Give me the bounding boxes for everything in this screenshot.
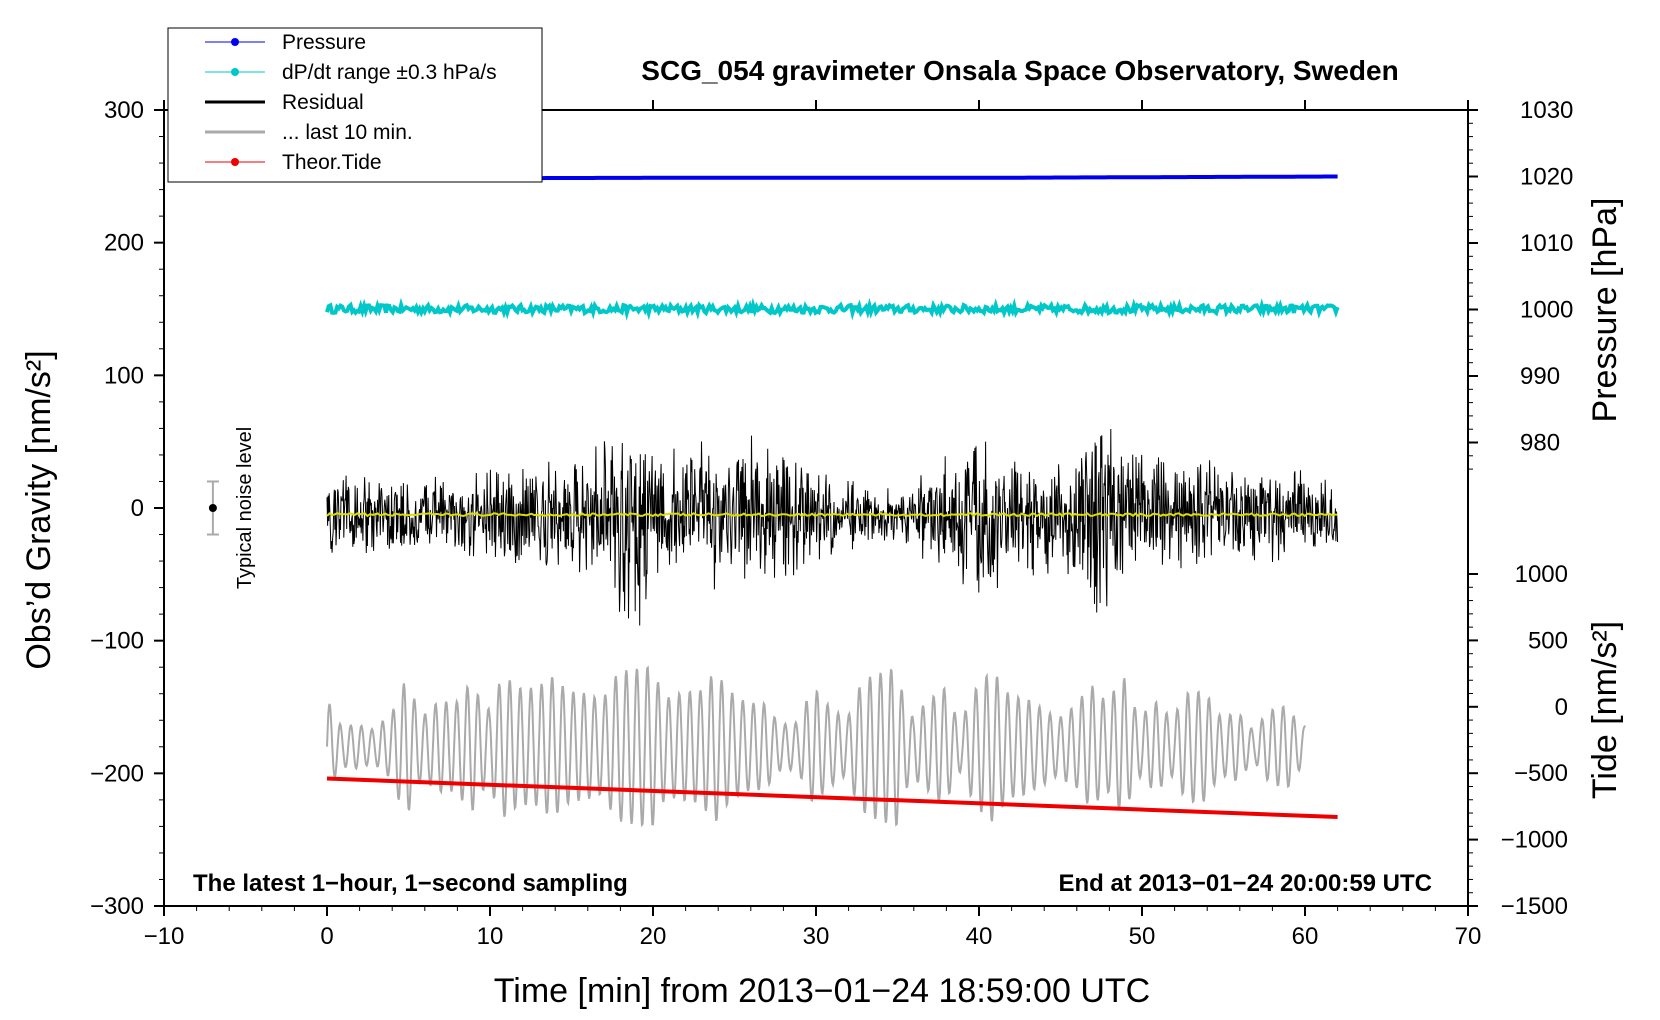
y-tick-label: −100 xyxy=(90,628,144,655)
x-tick-label: 30 xyxy=(803,923,830,950)
legend-label: Residual xyxy=(282,91,364,114)
pressure-tick-label: 1000 xyxy=(1520,297,1573,324)
dpdt-series xyxy=(325,297,1340,321)
tide-tick-label: 1000 xyxy=(1515,561,1568,588)
y-tick-label: 0 xyxy=(131,495,144,522)
y-tick-label: 300 xyxy=(104,97,144,124)
pressure-tick-label: 1030 xyxy=(1520,97,1573,124)
tide-tick-label: −1000 xyxy=(1501,827,1568,854)
legend-label: dP/dt range ±0.3 hPa/s xyxy=(282,61,497,84)
tide-axis-title: Tide [nm/s²] xyxy=(1586,621,1624,799)
chart-title: SCG_054 gravimeter Onsala Space Observat… xyxy=(641,55,1398,86)
y-tick-label: −200 xyxy=(90,760,144,787)
legend-box xyxy=(167,27,543,183)
pressure-tick-label: 1020 xyxy=(1520,164,1573,191)
x-tick-label: 50 xyxy=(1129,923,1156,950)
pressure-tick-label: 1010 xyxy=(1520,230,1573,257)
last-10min-series xyxy=(326,665,1306,828)
legend: Pressure dP/dt range ±0.3 hPa/s Residual..… xyxy=(167,27,543,183)
axes-layer: −10 0 10 20 30 40 50 60 70−300−200−1000100200300… xyxy=(90,97,1573,950)
pressure-tick-label: 990 xyxy=(1520,363,1560,390)
residual-series xyxy=(326,428,1339,626)
x-tick-label: 10 xyxy=(477,923,504,950)
noise-dot xyxy=(208,504,217,512)
legend-label: ... last 10 min. xyxy=(282,121,413,144)
y-tick-label: 100 xyxy=(104,362,144,389)
noise-label: Typical noise level xyxy=(234,427,256,589)
tide-tick-label: −500 xyxy=(1514,760,1568,787)
x-axis-title: Time [min] from 2013−01−24 18:59:00 UTC xyxy=(494,972,1150,1010)
y-axis-title: Obs’d Gravity [nm/s²] xyxy=(20,350,58,669)
pressure-axis-title: Pressure [hPa] xyxy=(1586,198,1624,423)
theor-tide-series xyxy=(326,776,1338,820)
x-tick-label: 0 xyxy=(320,923,333,950)
legend-marker xyxy=(231,38,239,46)
note-left: The latest 1−hour, 1−second sampling xyxy=(193,870,628,897)
x-tick-label: 40 xyxy=(966,923,993,950)
noise-indicator: Typical noise level xyxy=(206,427,256,589)
tide-tick-label: 500 xyxy=(1528,627,1568,654)
tide-tick-label: −1500 xyxy=(1501,893,1568,920)
legend-label: Theor.Tide xyxy=(282,151,382,174)
y-tick-label: 200 xyxy=(104,230,144,257)
legend-marker xyxy=(231,68,239,76)
legend-marker xyxy=(231,158,239,166)
x-tick-label: 70 xyxy=(1455,923,1482,950)
residual-mean-series xyxy=(326,512,1338,518)
tide-tick-label: 0 xyxy=(1555,694,1568,721)
legend-label: Pressure xyxy=(282,31,366,54)
y-tick-label: −300 xyxy=(90,893,144,920)
note-right: End at 2013−01−24 20:00:59 UTC xyxy=(1058,870,1432,897)
x-tick-label: −10 xyxy=(144,923,185,950)
pressure-tick-label: 980 xyxy=(1520,430,1560,457)
x-tick-label: 60 xyxy=(1292,923,1319,950)
x-tick-label: 20 xyxy=(640,923,667,950)
plot-layer xyxy=(325,174,1340,828)
